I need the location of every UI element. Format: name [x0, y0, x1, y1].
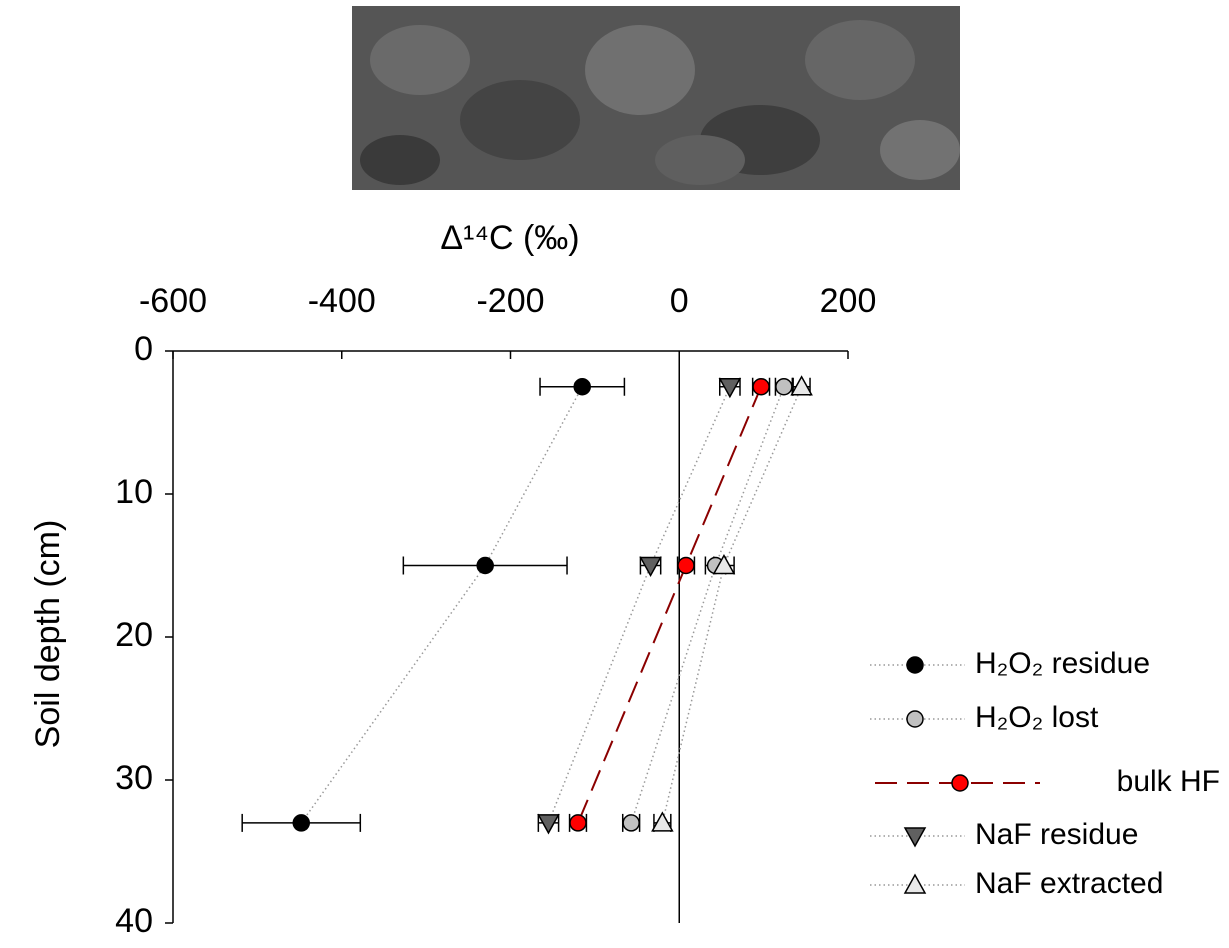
legend-entry: NaF extracted	[870, 867, 1163, 900]
point	[753, 379, 769, 395]
point	[293, 815, 309, 831]
series-line	[301, 387, 582, 823]
y-tick-label: 10	[115, 473, 153, 511]
point	[623, 815, 639, 831]
photo-grain	[655, 135, 745, 185]
point	[907, 657, 923, 673]
x-tick-label: 0	[670, 282, 689, 320]
point	[776, 379, 792, 395]
point	[477, 558, 493, 574]
series-line	[548, 387, 729, 823]
x-tick-label: -200	[476, 282, 544, 320]
x-axis-label: Δ¹⁴C (‰)	[440, 219, 579, 257]
point	[720, 379, 740, 397]
point	[538, 815, 558, 833]
chart: Δ¹⁴C (‰) Soil depth (cm) -600 -400 -200 0 20…	[0, 0, 1229, 943]
series-line	[631, 387, 784, 823]
point	[905, 875, 925, 893]
legend-entry: bulk HF	[875, 765, 1220, 798]
point	[574, 379, 590, 395]
legend-entry: H₂O₂ lost	[870, 701, 1099, 734]
x-tick-label: -400	[308, 282, 376, 320]
point	[570, 815, 586, 831]
photo-grain	[880, 120, 960, 180]
point	[641, 558, 661, 576]
photo-grain	[370, 25, 470, 95]
y-axis-label: Soil depth (cm)	[29, 520, 67, 749]
point	[952, 775, 968, 791]
photo-grain	[460, 80, 580, 160]
photo-grain	[360, 135, 440, 185]
x-tick-label: -600	[139, 282, 207, 320]
legend-entry: NaF residue	[870, 818, 1138, 851]
soil-photo	[352, 6, 960, 190]
y-tick-label: 20	[115, 616, 153, 654]
point	[792, 377, 812, 395]
legend-label: NaF residue	[975, 818, 1138, 851]
legend-label: bulk HF	[1117, 765, 1220, 798]
legend-label: H₂O₂ lost	[975, 701, 1099, 734]
point	[907, 711, 923, 727]
x-tick-label: 200	[820, 282, 877, 320]
legend-label: NaF extracted	[975, 867, 1163, 900]
photo-grain	[585, 25, 695, 115]
point	[652, 813, 672, 831]
legend-entry: H₂O₂ residue	[870, 647, 1150, 680]
y-tick-label: 30	[115, 759, 153, 797]
photo-grain	[805, 20, 915, 100]
legend-label: H₂O₂ residue	[975, 647, 1150, 680]
series-line	[578, 387, 761, 823]
point	[905, 828, 925, 846]
y-tick-label: 40	[115, 902, 153, 940]
series-line	[662, 387, 801, 823]
y-tick-label: 0	[134, 330, 153, 368]
point	[678, 558, 694, 574]
